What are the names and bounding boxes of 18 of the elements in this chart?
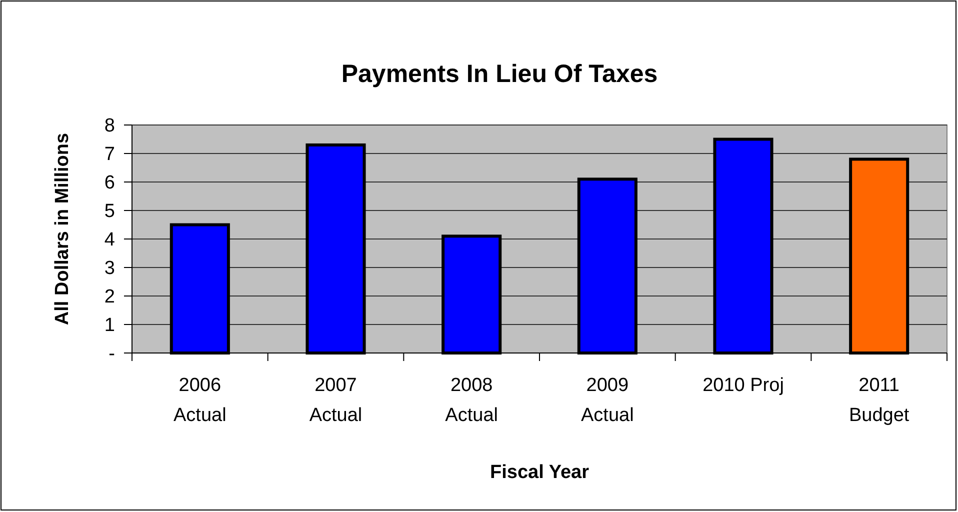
y-tick-label: 3 bbox=[104, 258, 115, 280]
y-tick-label: - bbox=[108, 344, 115, 365]
y-tick-label: 4 bbox=[104, 230, 116, 251]
y-tick-label: 6 bbox=[104, 172, 115, 194]
x-tick-label: 2007 Actual bbox=[309, 375, 362, 426]
x-tick-label: 2010 Proj bbox=[702, 375, 784, 396]
x-tick-label: 2008 Actual bbox=[445, 375, 498, 426]
x-tick-label: 2006 Actual bbox=[174, 375, 226, 426]
y-tick-label: 1 bbox=[104, 315, 115, 336]
y-axis-title: All Dollars in Millions bbox=[52, 132, 73, 326]
y-tick-label: 8 bbox=[104, 116, 115, 137]
x-tick-label: 2011 Budget bbox=[848, 375, 910, 426]
y-tick-label: 2 bbox=[104, 286, 115, 308]
x-axis-title: Fiscal Year bbox=[490, 462, 590, 483]
y-tick-label: 7 bbox=[104, 144, 115, 166]
x-tick-label: 2009 Actual bbox=[581, 375, 634, 426]
y-tick-label: 5 bbox=[104, 201, 115, 222]
chart-title: Payments In Lieu Of Taxes bbox=[341, 60, 658, 88]
